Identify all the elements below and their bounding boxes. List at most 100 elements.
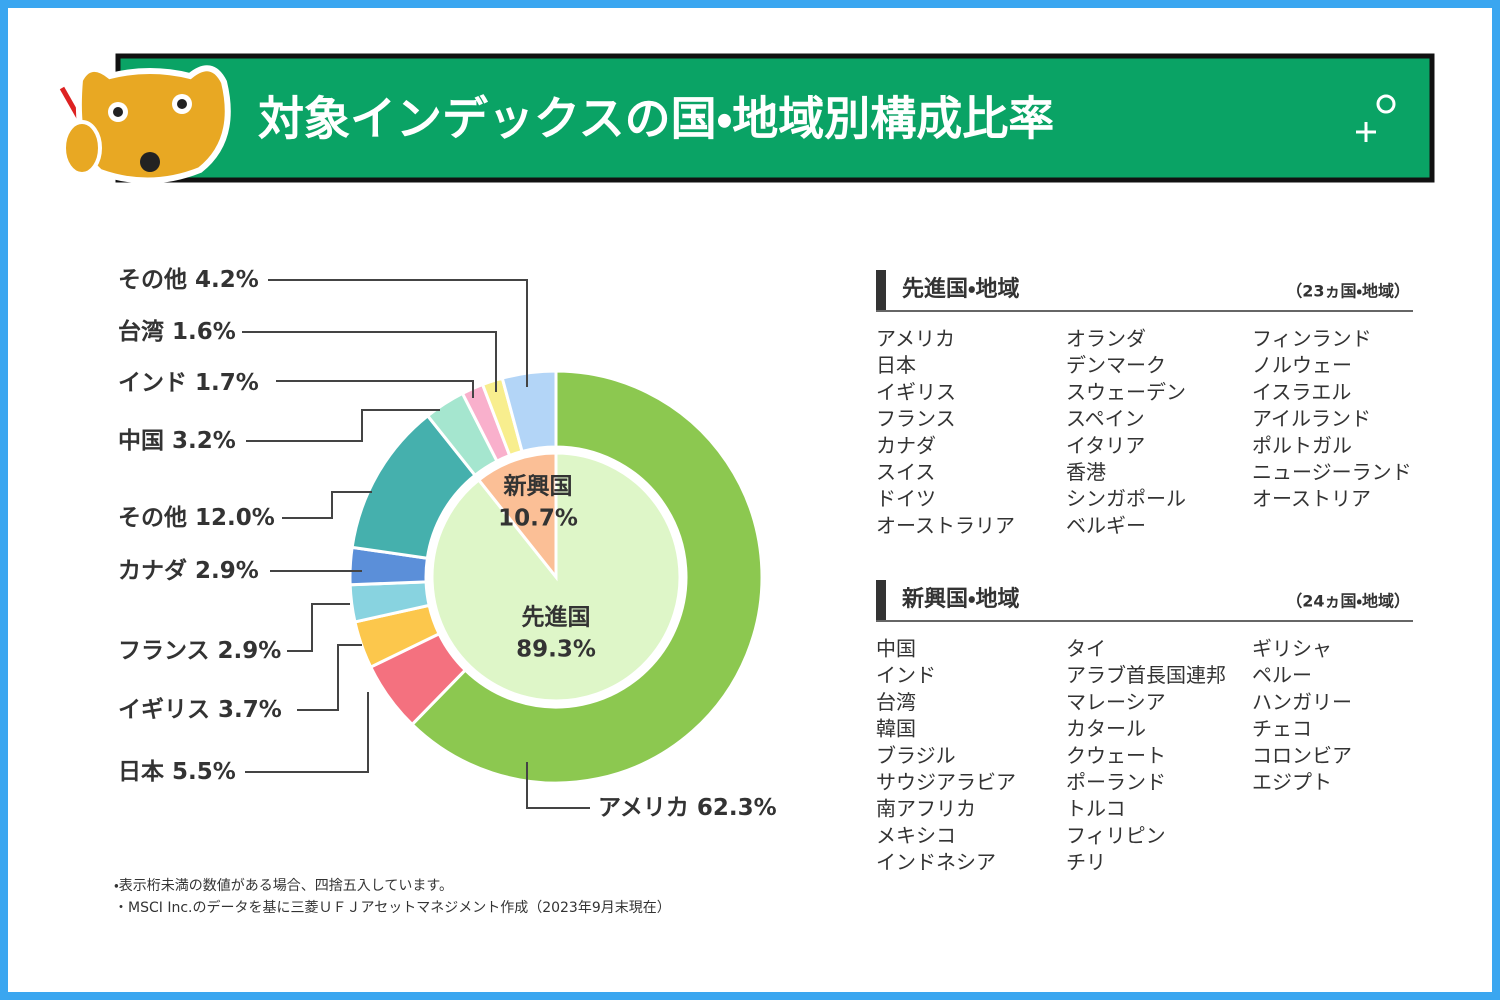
country-item: 中国	[876, 637, 916, 661]
leader-line	[268, 279, 528, 387]
country-item: インドネシア	[876, 850, 996, 874]
segment-value: 3.7%	[218, 697, 282, 723]
country-item: イタリア	[1066, 433, 1145, 457]
country-item: ベルギー	[1066, 513, 1146, 537]
mascot	[59, 65, 231, 184]
country-item: アメリカ	[876, 327, 955, 351]
segment-name: 日本	[118, 759, 165, 785]
section-title: 新興国・地域	[901, 586, 1019, 612]
segment-value: 3.2%	[172, 428, 236, 454]
country-item: アイルランド	[1252, 407, 1371, 431]
country-item: インド	[876, 663, 936, 687]
leader-line	[245, 692, 369, 773]
country-lists: 先進国・地域 （23ヵ国・地域）アメリカ日本イギリスフランスカナダスイスドイツオー…	[876, 270, 1413, 874]
segment-value: 2.9%	[195, 558, 259, 584]
leader-line	[526, 762, 590, 809]
leader-line	[297, 644, 362, 711]
country-item: フィンランド	[1252, 327, 1372, 351]
segment-name: 中国	[118, 428, 164, 454]
country-item: ノルウェー	[1252, 353, 1352, 377]
segment-label: その他 12.0%	[118, 505, 275, 531]
leader-line	[246, 409, 440, 442]
note: ・MSCI Inc.のデータを基に三菱ＵＦＪアセットマネジメント作成（2023年…	[114, 899, 671, 916]
section-marker	[876, 270, 886, 310]
segment-label: フランス 2.9%	[118, 638, 281, 664]
sparkle	[1356, 94, 1396, 142]
country-item: サウジアラビア	[876, 770, 1016, 794]
country-item: クウェート	[1066, 743, 1166, 767]
country-item: シンガポール	[1066, 487, 1186, 511]
segment-label: イギリス 3.7%	[118, 697, 282, 723]
donut-segment	[410, 369, 764, 785]
country-item: ポルトガル	[1252, 433, 1352, 457]
country-item: ニュージーランド	[1252, 460, 1412, 484]
leader-line	[287, 603, 350, 652]
country-item: タイ	[1066, 637, 1106, 661]
segment-value: 12.0%	[195, 505, 275, 531]
segment-name: 台湾	[118, 318, 164, 345]
country-item: マレーシア	[1066, 690, 1166, 714]
segment-name: フランス	[118, 638, 210, 664]
country-item: コロンビア	[1252, 743, 1352, 767]
section-count: （23ヵ国・地域）	[1286, 282, 1410, 301]
country-item: ブラジル	[876, 743, 956, 767]
segment-name: インド	[118, 370, 187, 396]
leader-line	[242, 331, 497, 392]
segment-label: 台湾 1.6%	[118, 318, 236, 345]
leader-line	[276, 380, 474, 398]
segment-name: その他	[118, 505, 187, 531]
donut-segment	[500, 369, 558, 454]
inner-name: 新興国	[503, 474, 573, 500]
country-item: ドイツ	[876, 487, 936, 511]
country-item: ポーランド	[1066, 770, 1166, 794]
country-item: オランダ	[1066, 327, 1146, 351]
country-item: カタール	[1066, 717, 1146, 741]
country-item: オーストラリア	[876, 513, 1015, 537]
segment-name: アメリカ	[598, 795, 689, 821]
segment-value: 4.2%	[195, 267, 259, 293]
segment-name: その他	[118, 267, 187, 293]
country-item: チェコ	[1252, 717, 1312, 741]
segment-label: 中国 3.2%	[118, 428, 236, 454]
country-item: フィリピン	[1066, 823, 1166, 847]
segment-label: インド 1.7%	[118, 370, 259, 396]
header-bar	[115, 53, 1435, 183]
country-item: 日本	[876, 353, 916, 377]
country-item: 香港	[1066, 460, 1106, 484]
segment-value: 1.6%	[172, 319, 236, 345]
segment-name: カナダ	[118, 557, 187, 584]
inner-value: 89.3%	[516, 637, 596, 663]
section-count: （24ヵ国・地域）	[1286, 592, 1410, 611]
note: ・表示桁未満の数値がある場合、四捨五入しています。	[114, 878, 453, 894]
country-item: フランス	[876, 407, 956, 431]
segment-value: 62.3%	[697, 795, 777, 821]
segment-label: 日本 5.5%	[118, 759, 236, 785]
segment-label: その他 4.2%	[118, 267, 259, 293]
country-item: スウェーデン	[1066, 380, 1186, 404]
country-item: イギリス	[876, 380, 956, 404]
segment-label: カナダ 2.9%	[118, 557, 259, 584]
segment-value: 1.7%	[195, 370, 259, 396]
country-item: トルコ	[1066, 797, 1126, 821]
inner-name: 先進国	[522, 605, 591, 631]
country-item: ギリシャ	[1252, 637, 1332, 661]
country-item: ペルー	[1252, 663, 1312, 687]
country-item: オーストリア	[1252, 487, 1371, 511]
leader-line	[282, 491, 372, 519]
donut-chart: アメリカ 62.3% 日本 5.5% イギリス 3.7% フランス 2.9% カナダ 2.9% その…	[118, 267, 777, 821]
country-item: 南アフリカ	[876, 797, 976, 821]
segment-value: 2.9%	[218, 638, 282, 664]
country-item: 台湾	[876, 690, 916, 714]
segment-name: イギリス	[118, 697, 210, 723]
country-item: チリ	[1066, 850, 1106, 874]
country-item: イスラエル	[1252, 380, 1351, 404]
country-item: デンマーク	[1066, 353, 1166, 377]
segment-value: 5.5%	[172, 759, 236, 785]
country-item: アラブ首長国連邦	[1066, 663, 1226, 687]
country-item: スペイン	[1066, 407, 1145, 431]
header-title: 対象インデックスの国・地域別構成比率	[258, 92, 1054, 146]
section-marker	[876, 580, 886, 620]
country-item: カナダ	[876, 433, 936, 457]
country-item: メキシコ	[876, 823, 956, 847]
